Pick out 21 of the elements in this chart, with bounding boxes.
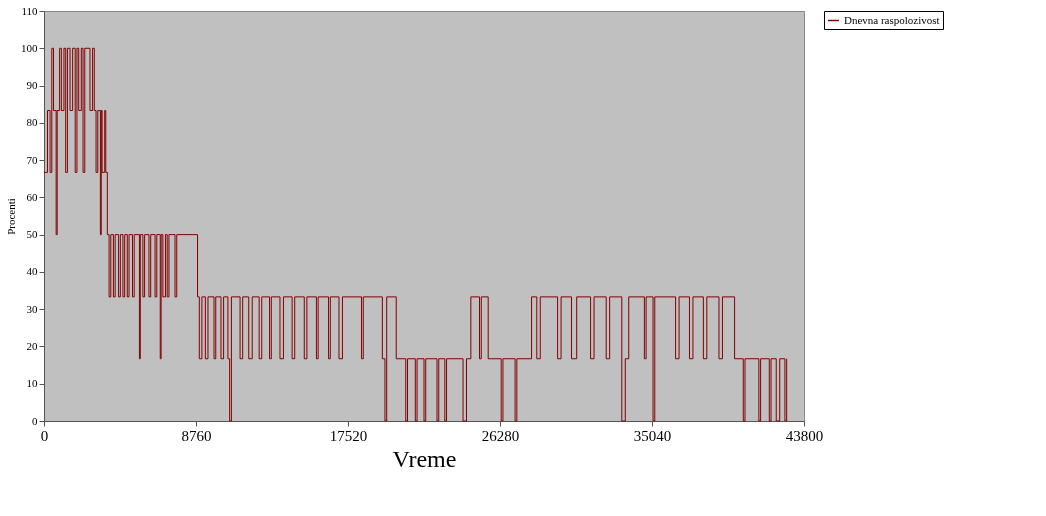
y-tick-label: 20 — [26, 339, 38, 352]
y-tick-label: 0 — [32, 414, 38, 427]
y-tick-label: 90 — [26, 79, 38, 92]
y-tick-label: 60 — [26, 190, 38, 203]
y-tick-label: 80 — [26, 116, 38, 129]
y-tick-label: 30 — [26, 302, 38, 315]
y-tick-label: 40 — [26, 265, 38, 278]
legend-label: Dnevna raspolozivost — [844, 13, 940, 26]
x-tick-label: 26280 — [481, 427, 520, 444]
y-tick-label: 100 — [21, 41, 38, 54]
x-tick-label: 0 — [40, 427, 49, 444]
x-axis-title: Vreme — [392, 445, 457, 472]
y-axis-title: Procenti — [5, 198, 17, 235]
y-tick-label: 50 — [26, 228, 38, 241]
x-tick-label: 35040 — [633, 427, 672, 444]
y-tick-label: 70 — [26, 153, 38, 166]
y-tick-label: 110 — [21, 4, 38, 17]
x-tick-label: 17520 — [329, 427, 368, 444]
x-tick-label: 43800 — [785, 427, 824, 444]
y-tick-label: 10 — [26, 377, 38, 390]
x-tick-label: 8760 — [181, 427, 212, 444]
